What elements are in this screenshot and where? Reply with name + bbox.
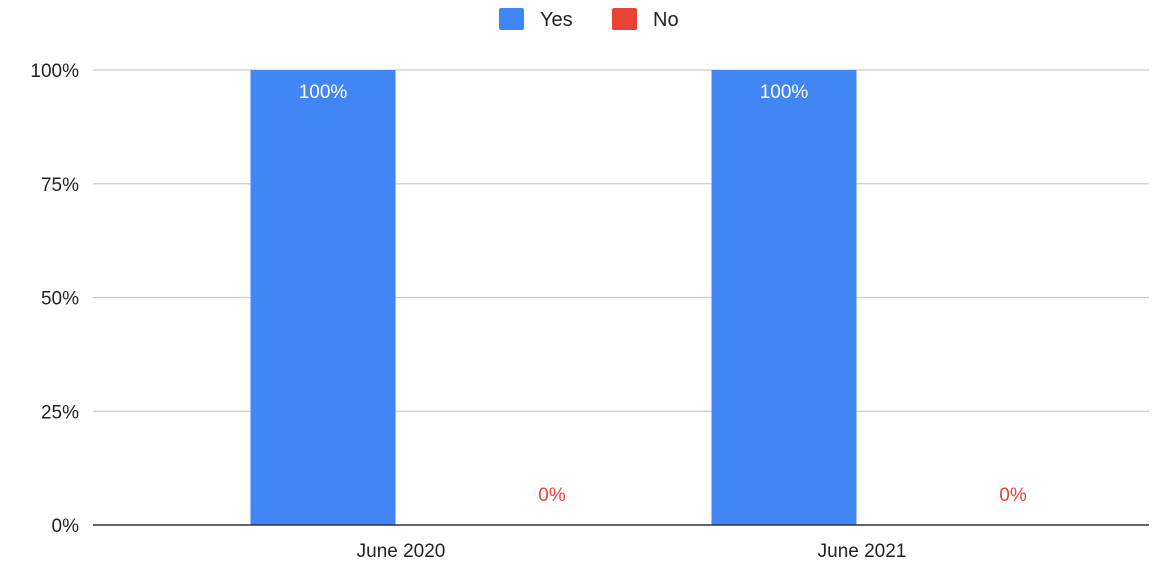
data-label: 0% xyxy=(999,485,1027,506)
y-tick-label: 25% xyxy=(41,402,79,423)
legend-swatch-yes xyxy=(499,8,524,30)
y-tick-label: 0% xyxy=(52,516,80,537)
x-tick-label: June 2021 xyxy=(818,541,907,562)
legend-swatch-no xyxy=(612,8,637,30)
legend-label-yes: Yes xyxy=(540,9,573,31)
y-tick-label: 75% xyxy=(41,175,79,196)
data-label: 0% xyxy=(538,485,566,506)
x-tick-label: June 2020 xyxy=(357,541,446,562)
legend-label-no: No xyxy=(653,9,679,31)
data-label: 100% xyxy=(760,82,809,103)
y-tick-label: 50% xyxy=(41,289,79,310)
y-tick-label: 100% xyxy=(30,61,79,82)
data-label: 100% xyxy=(299,82,348,103)
bar-yes xyxy=(711,70,857,525)
bar-yes xyxy=(250,70,396,525)
